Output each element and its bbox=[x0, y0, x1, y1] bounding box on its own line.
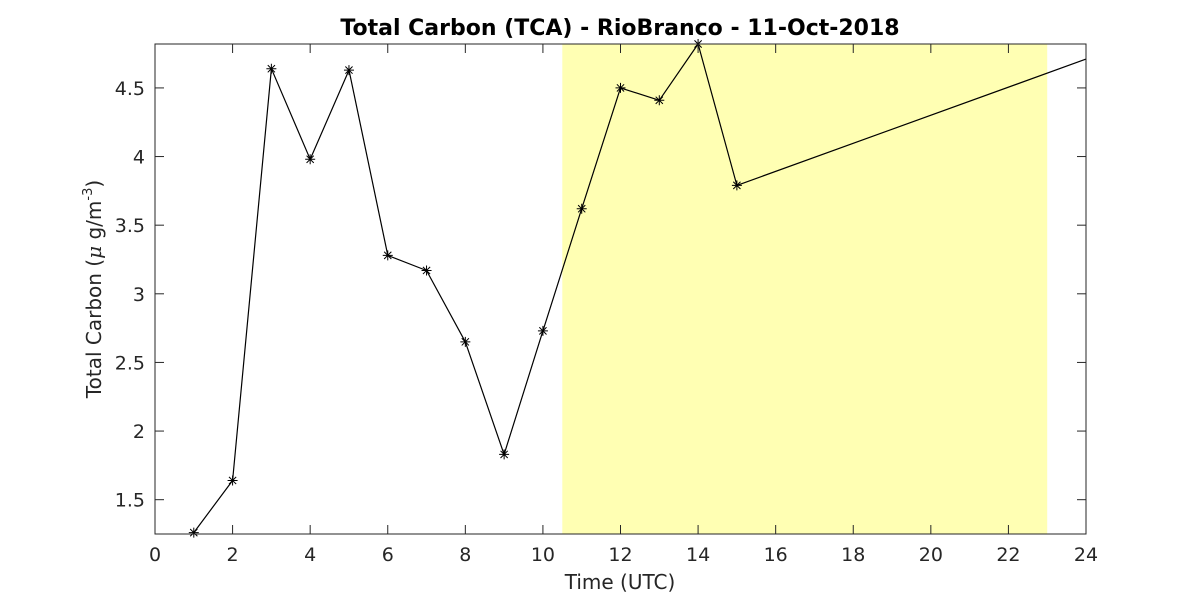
x-axis-label: Time (UTC) bbox=[564, 570, 676, 594]
y-tick-label: 3.5 bbox=[115, 215, 145, 237]
y-tick-label: 2 bbox=[133, 421, 145, 443]
x-tick-label: 0 bbox=[149, 544, 161, 566]
plot-area: 0 2 4 6 8 10 12 14 16 18 20 22 241.522.533.544.5 bbox=[115, 39, 1098, 566]
x-tick-label: 24 bbox=[1074, 544, 1098, 566]
x-tick-label: 8 bbox=[459, 544, 471, 566]
ticks-layer: 0 2 4 6 8 10 12 14 16 18 20 22 241.522.533.544.5 bbox=[115, 44, 1098, 566]
data-point bbox=[537, 325, 548, 336]
data-point bbox=[499, 449, 510, 460]
highlight-band bbox=[562, 44, 1048, 534]
y-tick-label: 1.5 bbox=[115, 490, 145, 512]
y-axis-label-mu: μ bbox=[82, 246, 106, 259]
data-point bbox=[343, 65, 354, 76]
x-tick-label: 14 bbox=[686, 544, 710, 566]
data-point bbox=[460, 336, 471, 347]
y-axis-label-main: Total Carbon ( bbox=[82, 259, 106, 399]
data-point bbox=[227, 475, 238, 486]
x-tick-label: 4 bbox=[304, 544, 316, 566]
x-tick-label: 10 bbox=[531, 544, 555, 566]
x-tick-label: 6 bbox=[382, 544, 394, 566]
y-axis-label-unit: g/m bbox=[82, 201, 106, 246]
y-tick-label: 4 bbox=[133, 147, 145, 169]
data-point bbox=[421, 265, 432, 276]
data-point bbox=[654, 95, 665, 106]
x-tick-label: 12 bbox=[608, 544, 632, 566]
y-axis-label-exponent: -3 bbox=[81, 188, 96, 201]
data-point bbox=[576, 203, 587, 214]
x-tick-label: 2 bbox=[227, 544, 239, 566]
data-point bbox=[188, 527, 199, 538]
x-tick-label: 22 bbox=[996, 544, 1020, 566]
data-point bbox=[266, 63, 277, 74]
series-line bbox=[193, 43, 1087, 533]
x-tick-label: 20 bbox=[919, 544, 943, 566]
x-tick-label: 18 bbox=[841, 544, 865, 566]
chart-title: Total Carbon (TCA) - RioBranco - 11-Oct-… bbox=[340, 16, 899, 41]
y-axis-label-close: ) bbox=[82, 180, 106, 188]
y-tick-label: 4.5 bbox=[115, 78, 145, 100]
y-tick-label: 3 bbox=[133, 284, 145, 306]
data-point bbox=[305, 154, 316, 165]
y-axis-label: Total Carbon (μ g/m-3) bbox=[81, 180, 106, 399]
y-tick-label: 2.5 bbox=[115, 352, 145, 374]
data-point bbox=[615, 82, 626, 93]
data-point bbox=[382, 250, 393, 261]
x-tick-label: 16 bbox=[764, 544, 788, 566]
data-point bbox=[731, 180, 742, 191]
